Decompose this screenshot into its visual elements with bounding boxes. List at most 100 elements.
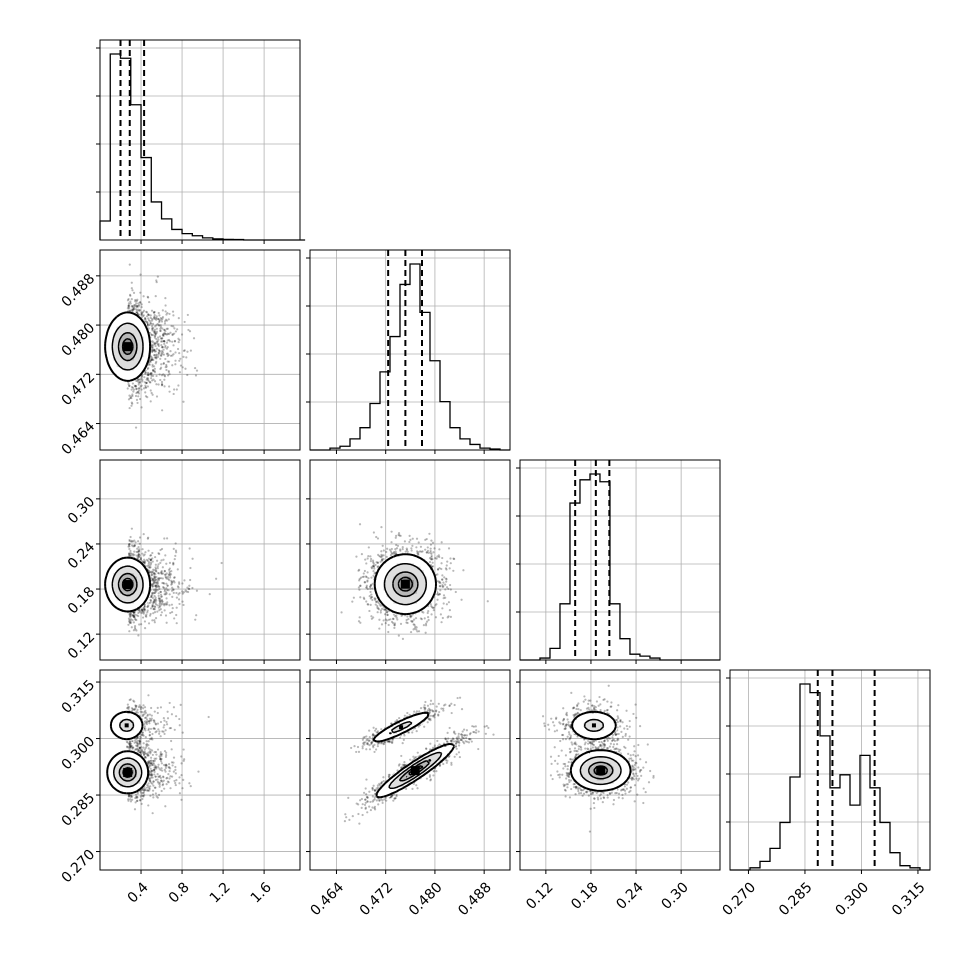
scatter-point	[155, 559, 159, 562]
density-fill-1	[140, 586, 144, 591]
scatter-point	[168, 573, 171, 576]
scatter-point	[141, 791, 145, 794]
scatter-point	[154, 775, 157, 778]
scatter-point	[169, 350, 172, 353]
scatter-point	[127, 707, 130, 710]
scatter-point	[172, 325, 175, 328]
scatter-point	[176, 568, 179, 571]
scatter-point	[160, 351, 163, 355]
scatter-point	[145, 718, 149, 721]
scatter-point	[159, 357, 162, 360]
scatter-point	[158, 599, 161, 602]
scatter-point	[149, 794, 152, 797]
scatter-point	[152, 349, 156, 352]
scatter-point	[134, 706, 137, 709]
scatter-point	[151, 322, 155, 325]
density-fill-1	[113, 590, 118, 594]
scatter-point	[155, 374, 158, 378]
density-fill-1	[116, 356, 121, 361]
scatter-point	[147, 314, 151, 317]
scatter-point	[130, 281, 133, 284]
density-fill-1	[136, 350, 141, 354]
scatter-point	[156, 780, 159, 783]
density-fill-3	[126, 340, 131, 344]
density-fill-1	[123, 596, 128, 601]
scatter-point	[181, 590, 184, 593]
scatter-point	[158, 781, 161, 784]
scatter-point	[144, 736, 147, 739]
scatter-point	[151, 357, 154, 360]
scatter-point	[143, 722, 146, 726]
density-fill-0	[136, 563, 141, 568]
scatter-point	[140, 802, 143, 806]
scatter-point	[159, 720, 163, 724]
scatter-point	[129, 745, 132, 749]
scatter-point	[150, 759, 153, 762]
scatter-point	[138, 623, 141, 626]
scatter-point	[157, 577, 161, 580]
scatter-point	[163, 609, 166, 612]
scatter-point	[163, 768, 166, 771]
scatter-point	[159, 590, 163, 594]
scatter-point	[137, 389, 141, 392]
scatter-point	[151, 551, 154, 555]
scatter-point	[153, 599, 156, 602]
scatter-point	[189, 785, 192, 788]
scatter-point	[146, 753, 149, 756]
histogram-panel-3	[726, 669, 931, 874]
density-fill-0	[123, 373, 128, 378]
scatter-point	[177, 581, 181, 584]
density-fill-2	[126, 333, 131, 338]
scatter-point	[153, 727, 156, 730]
scatter-point	[132, 388, 136, 391]
density-fill-0	[143, 580, 148, 584]
density-fill-0	[106, 586, 111, 591]
scatter-point	[153, 766, 156, 769]
density-fill-0	[120, 606, 124, 611]
scatter-point	[173, 581, 176, 584]
scatter-point	[163, 375, 167, 378]
scatter-point	[146, 609, 149, 612]
scatter-point	[146, 720, 149, 723]
scatter-point	[151, 346, 154, 350]
density-fill-0	[110, 573, 114, 578]
scatter-point	[166, 603, 169, 606]
scatter-point	[155, 340, 159, 343]
density-fill-0	[126, 370, 131, 374]
scatter-point	[151, 363, 154, 366]
scatter-point	[152, 369, 155, 372]
scatter-point	[207, 715, 210, 719]
scatter-point	[152, 369, 155, 373]
scatter-point	[154, 722, 157, 725]
density-peak-0	[123, 580, 133, 590]
scatter-point	[168, 372, 171, 376]
density-fill-0	[143, 333, 148, 338]
scatter-point	[156, 604, 159, 607]
scatter-point	[155, 356, 158, 359]
scatter-point	[135, 554, 138, 557]
scatter-point	[154, 573, 157, 576]
histogram-panel-0	[96, 39, 306, 244]
scatter-point	[135, 795, 139, 798]
scatter-point	[152, 578, 155, 581]
density-fill-1	[130, 570, 134, 574]
scatter-point	[169, 573, 173, 576]
scatter-point	[143, 553, 146, 556]
scatter-point	[135, 629, 138, 632]
scatter-point	[147, 557, 151, 560]
scatter-point	[164, 614, 168, 617]
scatter-point	[142, 561, 145, 564]
density-fill-0	[110, 570, 114, 574]
density-fill-0	[143, 326, 148, 331]
scatter-point	[144, 386, 148, 389]
density-fill-0	[140, 323, 144, 328]
scatter-point	[155, 316, 158, 320]
density-fill-0	[116, 320, 121, 324]
scatter-point	[137, 302, 140, 305]
density-fill-1	[120, 593, 124, 598]
scatter-point	[131, 708, 134, 711]
density-fill-0	[140, 366, 144, 371]
scatter-point	[157, 572, 161, 575]
density-fill-0	[130, 606, 134, 611]
scatter-point	[129, 745, 132, 749]
